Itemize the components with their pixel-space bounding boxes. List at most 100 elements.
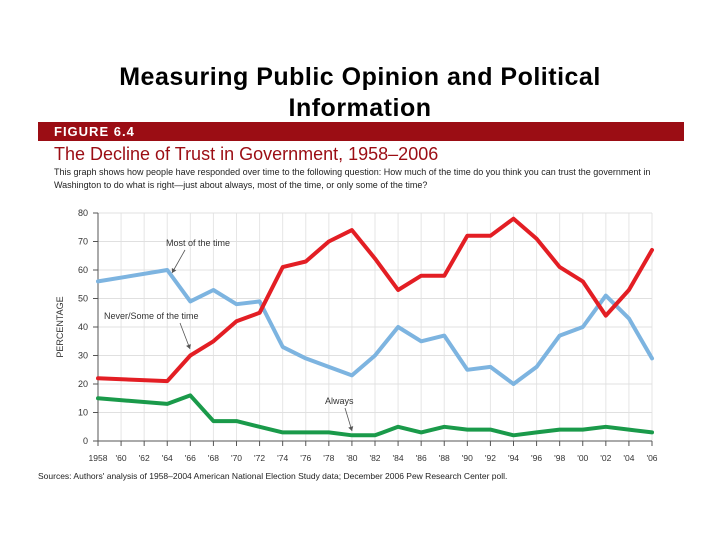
figure-description: This graph shows how people have respond… [54, 167, 651, 190]
x-tick-label: '64 [162, 453, 173, 463]
data-point [235, 319, 238, 323]
x-tick-label: '70 [231, 453, 242, 463]
data-point [558, 428, 562, 432]
x-tick-label: '94 [508, 453, 519, 463]
x-tick-label: '98 [554, 453, 565, 463]
data-point [350, 373, 354, 377]
data-point [258, 311, 262, 315]
data-point [558, 265, 562, 269]
data-point [327, 240, 331, 243]
data-point [281, 345, 285, 349]
data-point [304, 430, 308, 434]
x-tick-label: '04 [623, 453, 634, 463]
data-point [650, 356, 654, 360]
series-annotation: Always [325, 396, 354, 406]
data-point [396, 425, 400, 429]
data-point [211, 419, 215, 423]
x-tick-label: '72 [254, 453, 265, 463]
data-point [535, 430, 539, 434]
data-point [442, 425, 446, 429]
x-tick-label: '92 [485, 453, 496, 463]
x-tick-label: '06 [646, 453, 657, 463]
data-point [350, 433, 354, 437]
slide-title-line2: Information [288, 94, 432, 122]
data-point [350, 228, 354, 232]
data-point [512, 217, 515, 221]
slide-title-line1: Measuring Public Opinion and Political [119, 63, 601, 91]
x-tick-label: '62 [139, 453, 150, 463]
x-tick-label: '60 [116, 453, 127, 463]
x-tick-label: '68 [208, 453, 219, 463]
data-point [281, 430, 285, 434]
data-point [627, 316, 631, 320]
data-point [558, 334, 562, 338]
x-tick-label: '96 [531, 453, 542, 463]
data-point [465, 368, 469, 372]
y-tick-label: 50 [78, 294, 88, 304]
data-point [211, 339, 215, 343]
data-point [465, 428, 469, 432]
data-point [419, 430, 423, 434]
figure-title: The Decline of Trust in Government, 1958… [54, 144, 439, 164]
data-point [419, 274, 423, 278]
x-tick-label: '76 [300, 453, 311, 463]
data-point [373, 354, 377, 357]
data-point [165, 268, 169, 272]
y-tick-label: 20 [78, 379, 88, 389]
x-tick-label: '90 [462, 453, 473, 463]
data-point [512, 382, 515, 386]
x-tick-label: '78 [323, 453, 334, 463]
data-point [165, 402, 169, 406]
data-point [488, 428, 492, 432]
annotation-leader [179, 322, 191, 350]
data-point [650, 430, 654, 434]
data-point [396, 288, 400, 292]
slide-title: Measuring Public Opinion and Political I… [0, 62, 720, 124]
data-point [165, 379, 169, 383]
x-tick-label: 1958 [89, 453, 108, 463]
series-annotation: Most of the time [166, 238, 230, 248]
data-point [235, 302, 238, 306]
data-point [604, 294, 608, 298]
data-point [581, 325, 585, 329]
x-tick-label: '84 [393, 453, 404, 463]
series-annotation: Never/Some of the time [104, 311, 199, 321]
data-point [304, 259, 308, 263]
data-point [535, 237, 539, 241]
data-point [396, 325, 400, 329]
data-point [96, 376, 100, 380]
y-axis-label: PERCENTAGE [55, 296, 65, 357]
data-point [535, 365, 539, 369]
data-point [442, 274, 446, 278]
data-point [327, 365, 331, 369]
data-point [96, 396, 100, 400]
x-tick-label: '00 [577, 453, 588, 463]
data-point [465, 234, 469, 238]
data-point [627, 428, 631, 432]
x-tick-label: '66 [185, 453, 196, 463]
data-point [96, 279, 100, 283]
y-tick-label: 10 [78, 408, 88, 418]
data-point [650, 248, 654, 252]
data-point [235, 419, 238, 423]
data-point [304, 356, 308, 360]
y-tick-label: 30 [78, 351, 88, 361]
y-tick-label: 80 [78, 208, 88, 218]
figure-source: Sources: Authors' analysis of 1958–2004 … [38, 471, 508, 481]
data-point [188, 354, 192, 357]
data-point [604, 314, 608, 318]
x-tick-label: '88 [439, 453, 450, 463]
annotation-arrowhead [348, 426, 354, 431]
data-point [281, 265, 285, 269]
x-tick-label: '74 [277, 453, 288, 463]
y-tick-label: 60 [78, 265, 88, 275]
data-point [211, 288, 215, 292]
annotation-arrowhead [186, 344, 191, 349]
data-point [488, 234, 492, 238]
data-point [627, 288, 631, 292]
data-point [373, 433, 377, 437]
data-point [442, 334, 446, 338]
data-point [604, 425, 608, 429]
data-point [581, 428, 585, 432]
